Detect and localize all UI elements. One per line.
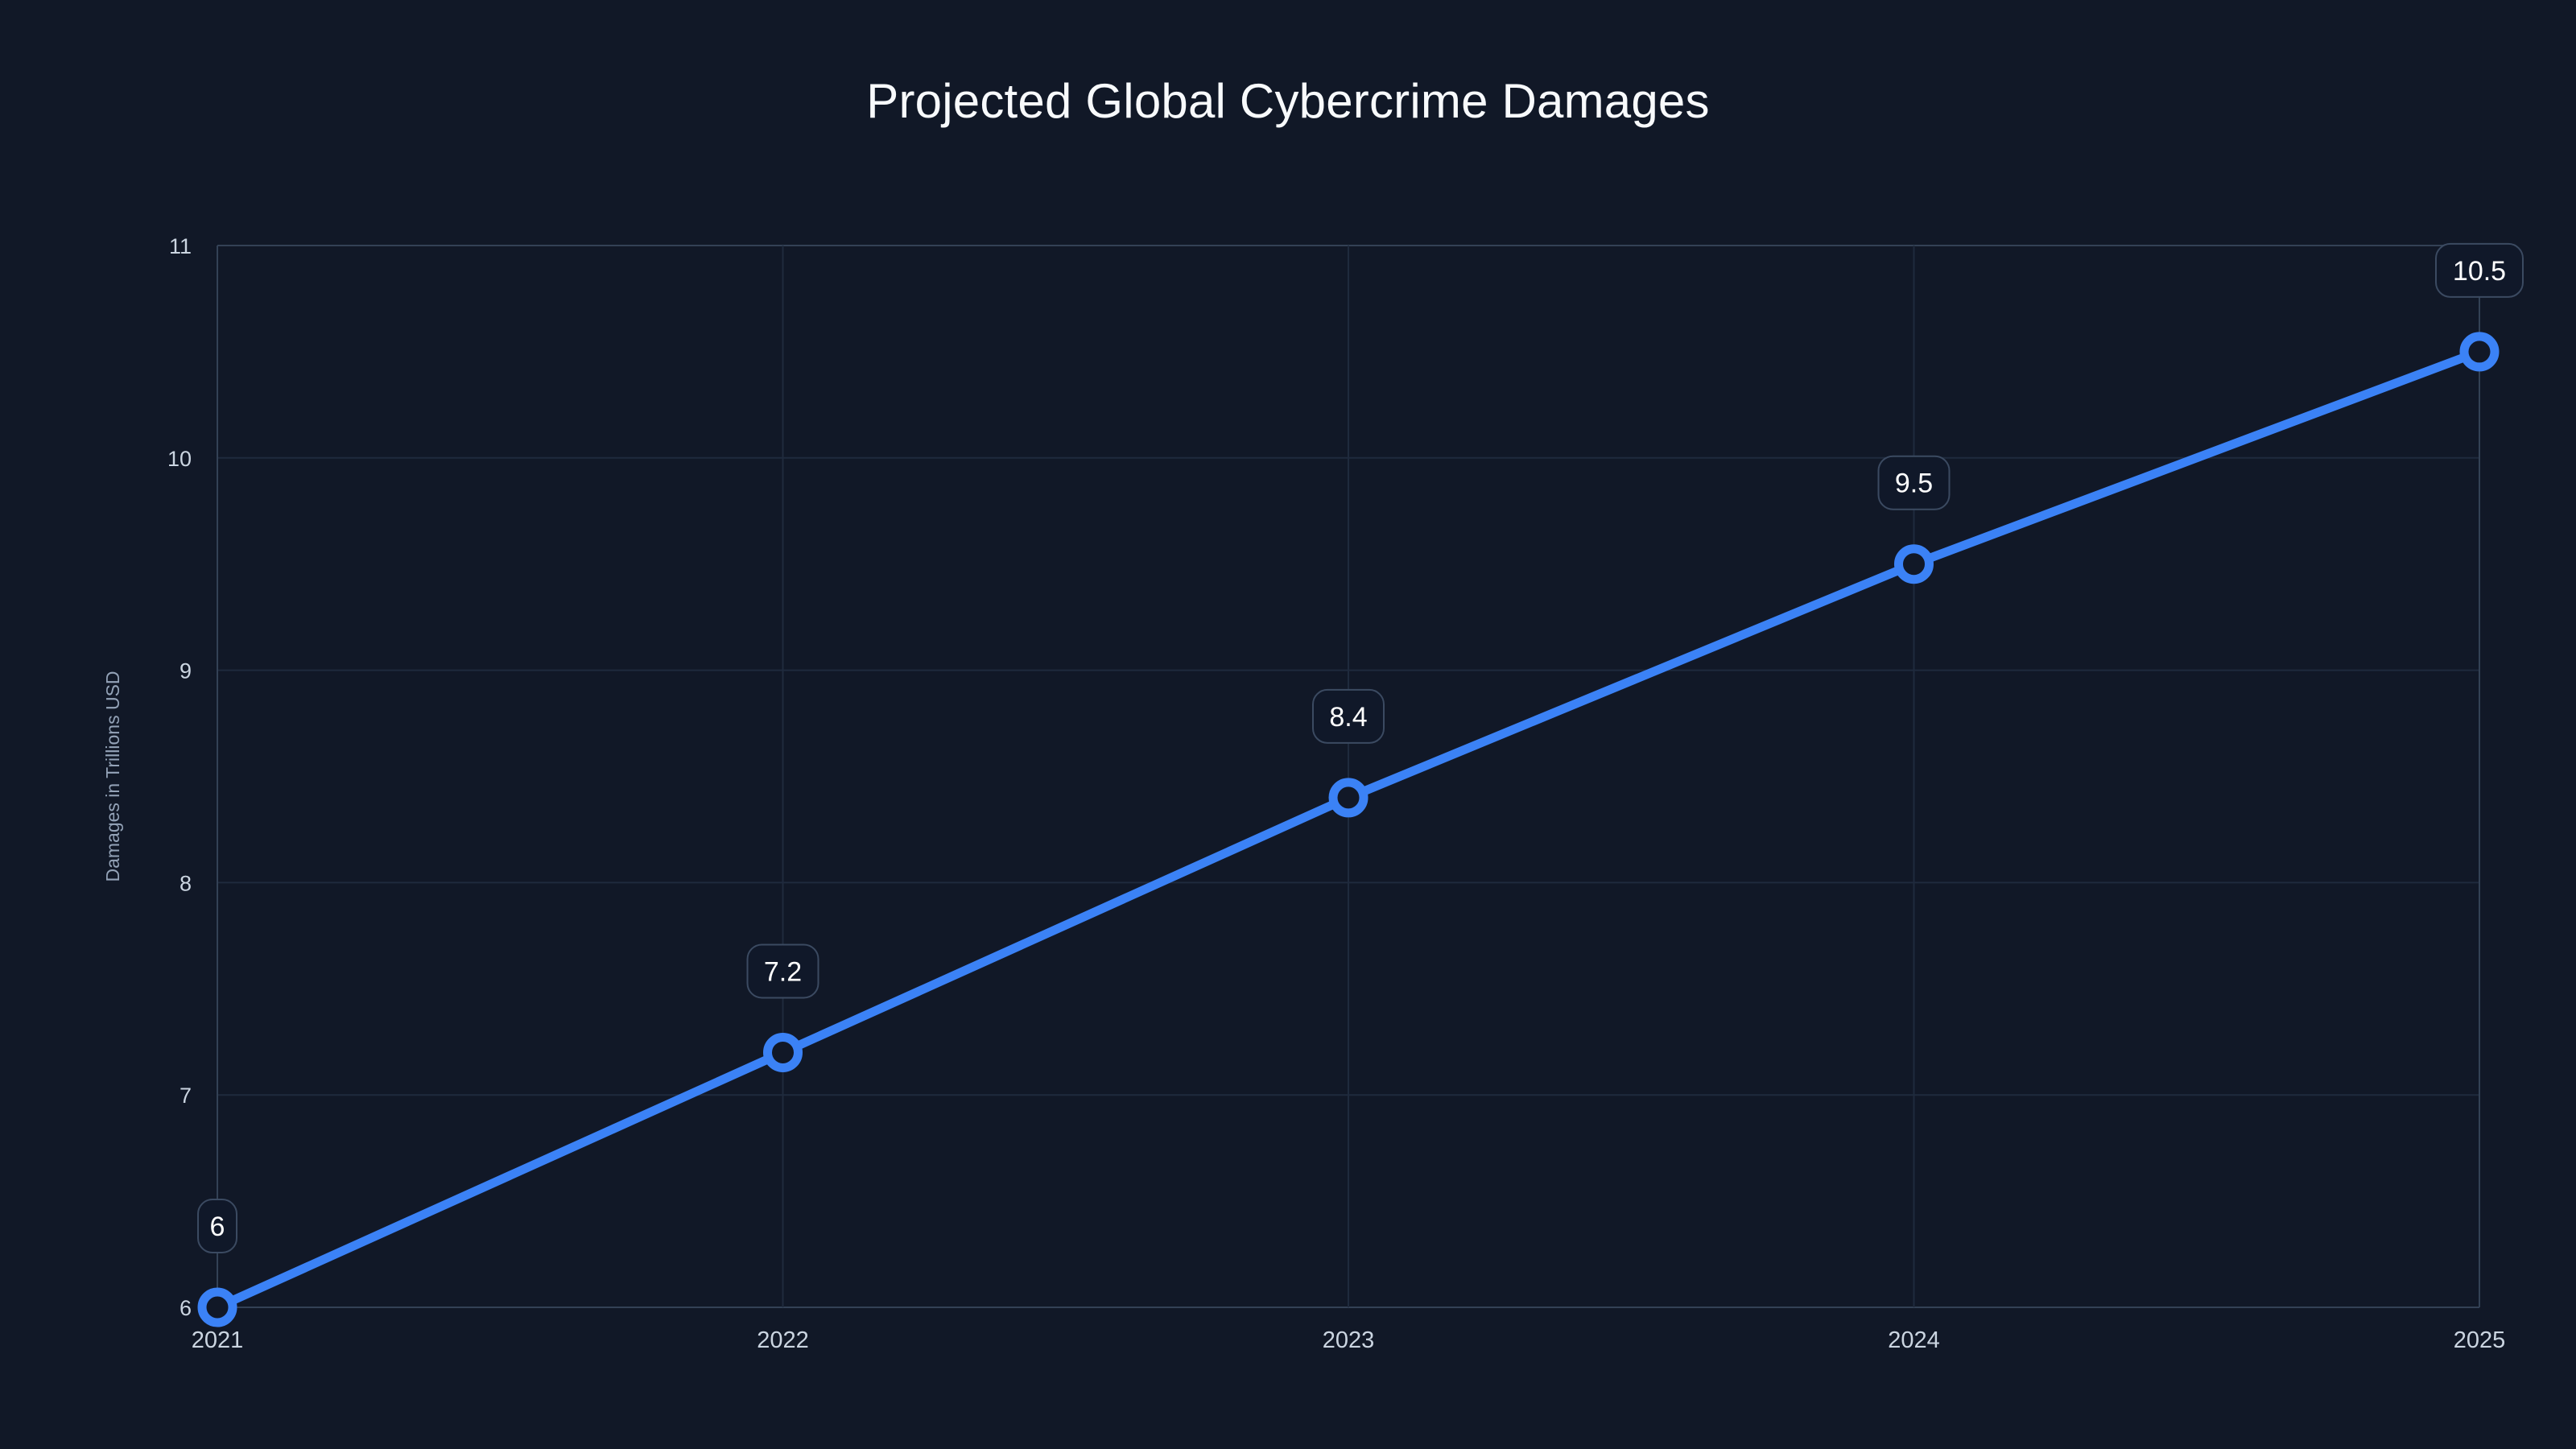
chart-title: Projected Global Cybercrime Damages — [866, 74, 1710, 128]
x-axis-tick-labels: 2021 2022 2023 2024 2025 — [192, 1327, 2506, 1353]
y-axis-tick-label: 8 — [180, 871, 192, 895]
data-point-label-box — [1877, 455, 1951, 510]
data-point-label-text: 8.4 — [1329, 702, 1367, 733]
data-point-label: 6 — [197, 1199, 237, 1253]
data-point-label: 8.4 — [1312, 688, 1385, 744]
x-axis-tick-label: 2025 — [2454, 1327, 2506, 1353]
data-point-label: 10.5 — [2435, 242, 2524, 298]
data-point-marker[interactable] — [1894, 544, 1934, 584]
data-point-marker[interactable] — [1328, 778, 1368, 818]
y-axis-tick-label: 9 — [180, 659, 192, 683]
data-point-labels: 6 7.2 8.4 9.5 10.5 — [197, 242, 2524, 1253]
data-point-label-text: 9.5 — [1895, 469, 1933, 499]
data-point-label-text: 6 — [210, 1212, 225, 1242]
data-point-label: 9.5 — [1877, 455, 1951, 510]
data-point-label-text: 7.2 — [764, 956, 802, 987]
data-point-marker[interactable] — [763, 1032, 803, 1072]
x-axis-tick-label: 2024 — [1888, 1327, 1940, 1353]
y-axis-title-text: Damages in Trillions USD — [102, 671, 123, 881]
y-axis-tick-label: 6 — [180, 1296, 192, 1320]
x-axis-tick-label: 2021 — [192, 1327, 244, 1353]
y-axis-tick-labels: 6 7 8 9 10 11 — [167, 234, 192, 1320]
grid-lines — [217, 245, 2480, 1308]
data-point-label-box — [1312, 688, 1385, 744]
data-point-marker[interactable] — [2459, 332, 2500, 372]
y-axis-tick-label: 10 — [167, 447, 192, 471]
data-point-label-box — [2435, 242, 2524, 298]
y-axis-tick-label: 11 — [169, 234, 192, 258]
x-axis-tick-label: 2022 — [757, 1327, 809, 1353]
data-point-markers[interactable] — [197, 332, 2500, 1327]
y-axis-title: Damages in Trillions USD — [102, 671, 123, 881]
y-axis-tick-label: 7 — [180, 1084, 192, 1108]
data-point-label-text: 10.5 — [2453, 256, 2506, 287]
data-point-label: 7.2 — [746, 943, 819, 999]
data-point-label-box — [197, 1199, 237, 1253]
data-point-marker[interactable] — [197, 1287, 237, 1327]
x-axis-tick-label: 2023 — [1323, 1327, 1375, 1353]
data-point-label-box — [746, 943, 819, 999]
